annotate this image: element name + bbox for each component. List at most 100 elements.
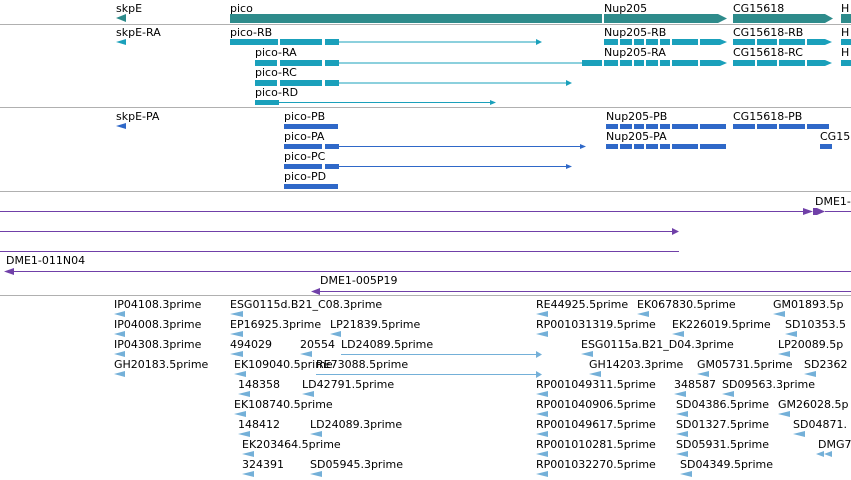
est-label[interactable]: 148412 (238, 418, 280, 431)
est-mark[interactable] (234, 371, 246, 377)
transcript-label[interactable]: Nup205-RB (604, 26, 666, 39)
clone-label[interactable]: DME1- (815, 195, 851, 208)
est-mark[interactable] (676, 451, 688, 457)
transcript-label[interactable]: H (841, 26, 849, 39)
protein-label[interactable]: Nup205-PA (606, 130, 667, 143)
est-mark[interactable] (680, 471, 692, 477)
transcript-nup205-RB[interactable] (604, 39, 727, 45)
transcript-label[interactable]: pico-RD (255, 86, 298, 99)
est-label[interactable]: GH14203.3prime (589, 358, 684, 371)
est-label[interactable]: LD24089.3prime (310, 418, 402, 431)
est-mark[interactable] (300, 351, 312, 357)
est-mark[interactable] (793, 431, 805, 437)
gene-bar-pico[interactable] (230, 14, 602, 23)
est-mark[interactable] (114, 351, 125, 357)
est-mark[interactable] (114, 371, 125, 377)
protein-cg15618-PB[interactable] (733, 124, 829, 129)
transcript-label[interactable]: CG15618-RB (733, 26, 803, 39)
est-mark[interactable] (773, 311, 785, 317)
est-mark[interactable] (234, 411, 246, 417)
est-mark[interactable] (778, 351, 790, 357)
transcript-label[interactable]: pico-RC (255, 66, 297, 79)
est-mark[interactable] (114, 331, 125, 337)
gene-label[interactable]: skpE (116, 2, 142, 15)
est-label[interactable]: LP21839.5prime (330, 318, 421, 331)
est-mark[interactable] (674, 391, 686, 397)
transcript-cg15618-RC[interactable] (733, 60, 832, 66)
est-mark[interactable] (230, 331, 243, 337)
protein-label[interactable]: pico-PA (284, 130, 325, 143)
est-mark[interactable] (816, 451, 824, 457)
protein-label[interactable]: Nup205-PB (606, 110, 667, 123)
est-mark[interactable] (536, 391, 548, 397)
protein-nup205-PB[interactable] (606, 124, 726, 129)
est-mark[interactable] (676, 411, 688, 417)
est-label[interactable]: RP001040906.5prime (536, 398, 656, 411)
transcript-h[interactable] (841, 60, 851, 66)
protein-cg15[interactable] (820, 144, 832, 149)
protein-label[interactable]: pico-PC (284, 150, 326, 163)
est-label[interactable]: 148358 (238, 378, 280, 391)
est-mark[interactable] (581, 351, 593, 357)
est-mark[interactable] (310, 471, 322, 477)
transcript-nup205-RA[interactable] (604, 60, 727, 66)
transcript-h[interactable] (841, 39, 851, 45)
est-label[interactable]: IP04008.3prime (114, 318, 202, 331)
est-label[interactable]: LP20089.5p (778, 338, 843, 351)
est-mark[interactable] (114, 311, 125, 317)
est-mark[interactable] (804, 371, 816, 377)
gene-bar-h[interactable] (841, 14, 851, 23)
est-label[interactable]: EK226019.5prime (672, 318, 771, 331)
est-mark[interactable] (330, 331, 341, 337)
est-mark[interactable] (778, 411, 790, 417)
protein-pico-PC[interactable] (284, 164, 572, 169)
est-label[interactable]: RP001049617.5prime (536, 418, 656, 431)
est-mark[interactable] (242, 451, 254, 457)
est-label[interactable]: SD10353.5 (785, 318, 846, 331)
est-label[interactable]: GM26028.5p (778, 398, 849, 411)
est-label[interactable]: IP04108.3prime (114, 298, 202, 311)
protein-label[interactable]: CG15 (820, 130, 850, 143)
transcript-label[interactable]: pico-RA (255, 46, 297, 59)
transcript-pico-RA[interactable] (255, 60, 602, 66)
est-label[interactable]: SD05945.3prime (310, 458, 403, 471)
est-label[interactable]: RE73088.5prime (316, 358, 408, 371)
protein-arrow[interactable] (116, 123, 126, 129)
est-mark[interactable] (697, 371, 709, 377)
protein-pico-PD[interactable] (284, 184, 338, 189)
clone-label[interactable]: DME1-005P19 (320, 274, 398, 287)
est-label[interactable]: ESG0115d.B21_C08.3prime (230, 298, 382, 311)
protein-label[interactable]: skpE-PA (116, 110, 160, 123)
transcript-label[interactable]: Nup205-RA (604, 46, 666, 59)
est-mark[interactable] (238, 431, 250, 437)
est-label[interactable]: SD04349.5prime (680, 458, 773, 471)
est-label[interactable]: LD42791.5prime (302, 378, 394, 391)
gene-label[interactable]: H (841, 2, 849, 15)
est-mark[interactable] (536, 471, 548, 477)
est-label[interactable]: GH20183.5prime (114, 358, 209, 371)
est-mark[interactable] (536, 411, 548, 417)
est-mark[interactable] (589, 371, 601, 377)
gene-bar-cg15618[interactable] (733, 14, 825, 23)
est-label[interactable]: RP001032270.5prime (536, 458, 656, 471)
est-label[interactable]: RP001010281.5prime (536, 438, 656, 451)
transcript-pico-RC[interactable] (255, 80, 572, 86)
protein-pico-PB[interactable] (284, 124, 338, 129)
transcript-label[interactable]: CG15618-RC (733, 46, 803, 59)
protein-label[interactable]: pico-PB (284, 110, 325, 123)
est-mark[interactable] (238, 391, 250, 397)
protein-nup205-PA[interactable] (606, 144, 726, 149)
est-mark[interactable] (676, 431, 688, 437)
est-mark[interactable] (672, 331, 684, 337)
est-label[interactable]: SD04871. (793, 418, 847, 431)
est-mark[interactable] (242, 471, 254, 477)
est-mark[interactable] (302, 391, 314, 397)
est-label[interactable]: SD04386.5prime (676, 398, 769, 411)
gene-bar-nup205[interactable] (604, 14, 718, 23)
est-label[interactable]: RP001031319.5prime (536, 318, 656, 331)
est-label[interactable]: DMG7 (818, 438, 851, 451)
est-mark[interactable] (722, 391, 734, 397)
est-label[interactable]: EK108740.5prime (234, 398, 333, 411)
protein-label[interactable]: pico-PD (284, 170, 326, 183)
est-label[interactable]: SD09563.3prime (722, 378, 815, 391)
